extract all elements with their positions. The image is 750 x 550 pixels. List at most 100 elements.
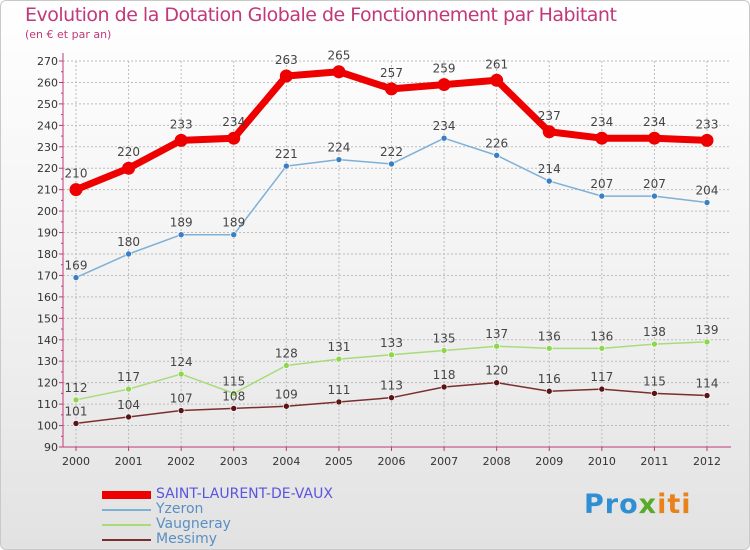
x-tick-label: 2009 [535, 455, 563, 468]
data-point-messimy [230, 405, 238, 412]
series-line-yzeron [75, 137, 708, 279]
data-label-vaugneray: 124 [170, 355, 193, 369]
x-tick-label: 2001 [115, 455, 143, 468]
data-label-yzeron: 204 [696, 184, 719, 198]
data-point-yzeron [125, 250, 132, 258]
data-point-yzeron [177, 231, 185, 238]
y-tick-label: 270 [37, 55, 58, 68]
y-tick-label: 160 [37, 291, 58, 304]
x-tick-label: 2007 [430, 455, 458, 468]
data-point-saint-laurent-de-vaux [490, 73, 504, 87]
data-point-yzeron [598, 192, 606, 200]
chart-subtitle: (en € et par an) [25, 28, 112, 41]
data-point-yzeron [283, 162, 290, 170]
y-tick-label: 110 [37, 398, 58, 411]
data-label-yzeron: 207 [590, 177, 613, 191]
data-label-messimy: 104 [117, 398, 140, 412]
data-point-yzeron [703, 199, 711, 206]
data-point-vaugneray [283, 362, 290, 369]
data-label-messimy: 120 [485, 364, 508, 378]
legend-swatch-messimy [102, 539, 151, 541]
axes: 90 100 110 120 130 140 150 160 170 180 190 200 210 22… [37, 53, 731, 468]
data-point-vaugneray [125, 385, 132, 393]
y-tick-label: 200 [37, 205, 58, 218]
data-label-vaugneray: 136 [538, 329, 561, 343]
x-tick-label: 2011 [640, 455, 668, 468]
data-label-yzeron: 189 [170, 216, 193, 230]
x-tick-label: 2005 [325, 455, 353, 468]
data-point-vaugneray [703, 338, 711, 346]
data-label-yzeron: 224 [327, 141, 350, 155]
data-point-saint-laurent-de-vaux [647, 131, 661, 145]
data-label-messimy: 109 [275, 387, 298, 401]
data-label-messimy: 101 [65, 404, 88, 418]
data-point-vaugneray [177, 370, 185, 378]
data-label-yzeron: 207 [643, 177, 666, 191]
data-label-vaugneray: 128 [275, 347, 298, 361]
data-point-vaugneray [493, 342, 500, 350]
data-label-yzeron: 221 [275, 147, 298, 161]
data-label-yzeron: 214 [538, 162, 561, 176]
data-point-messimy [72, 420, 80, 427]
data-label-vaugneray: 136 [590, 329, 613, 343]
y-tick-label: 240 [37, 119, 58, 132]
y-tick-label: 90 [44, 441, 58, 454]
y-tick-label: 150 [37, 312, 58, 325]
data-label-saint-laurent-de-vaux: 233 [696, 117, 719, 131]
data-label-saint-laurent-de-vaux: 257 [380, 66, 403, 80]
data-label-yzeron: 226 [485, 136, 508, 150]
data-point-saint-laurent-de-vaux [279, 69, 293, 83]
y-tick-label: 260 [37, 76, 58, 89]
data-label-vaugneray: 133 [380, 336, 403, 350]
data-labels: 210 220 233 234 263 265 257 259 261 237 234 234 233 1… [65, 49, 719, 419]
data-label-vaugneray: 112 [65, 381, 88, 395]
y-tick-label: 140 [37, 334, 58, 347]
legend-swatch-saint-laurent [102, 491, 151, 499]
data-label-yzeron: 234 [433, 119, 456, 133]
y-tick-label: 100 [37, 420, 58, 433]
legend-label-vaugneray: Vaugneray [156, 516, 231, 532]
data-point-messimy [335, 398, 343, 406]
data-label-vaugneray: 117 [117, 370, 140, 384]
data-label-saint-laurent-de-vaux: 210 [65, 167, 88, 181]
data-point-vaugneray [440, 347, 448, 354]
data-point-messimy [493, 379, 500, 386]
y-tick-label: 210 [37, 184, 58, 197]
data-point-messimy [177, 407, 185, 414]
data-label-messimy: 113 [380, 379, 403, 393]
data-point-yzeron [388, 160, 395, 168]
y-tick-label: 190 [37, 227, 58, 240]
data-point-yzeron [335, 156, 343, 163]
x-tick-label: 2000 [62, 455, 90, 468]
data-point-messimy [388, 394, 395, 401]
data-point-yzeron [230, 231, 238, 238]
x-tick-label: 2002 [167, 455, 195, 468]
data-label-saint-laurent-de-vaux: 234 [590, 115, 613, 129]
data-label-vaugneray: 115 [222, 374, 245, 388]
data-point-messimy [440, 383, 448, 391]
data-point-saint-laurent-de-vaux [542, 125, 556, 139]
data-label-saint-laurent-de-vaux: 237 [538, 109, 561, 123]
legend-label-yzeron: Yzeron [156, 501, 204, 517]
data-label-saint-laurent-de-vaux: 265 [327, 49, 350, 63]
data-point-yzeron [651, 192, 658, 200]
data-label-saint-laurent-de-vaux: 233 [170, 117, 193, 131]
data-label-saint-laurent-de-vaux: 234 [643, 115, 666, 129]
y-tick-label: 120 [37, 377, 58, 390]
y-tick-label: 220 [37, 162, 58, 175]
data-label-messimy: 108 [222, 389, 245, 403]
data-label-yzeron: 222 [380, 145, 403, 159]
data-point-saint-laurent-de-vaux [69, 183, 83, 197]
data-point-yzeron [493, 152, 500, 159]
data-point-saint-laurent-de-vaux [437, 78, 451, 92]
data-label-messimy: 117 [590, 370, 613, 384]
data-point-vaugneray [230, 390, 238, 397]
data-point-messimy [283, 402, 290, 410]
y-tick-label: 250 [37, 98, 58, 111]
data-point-saint-laurent-de-vaux [385, 82, 398, 96]
data-label-vaugneray: 131 [327, 340, 350, 354]
data-point-messimy [598, 385, 606, 393]
data-point-yzeron [440, 134, 448, 142]
